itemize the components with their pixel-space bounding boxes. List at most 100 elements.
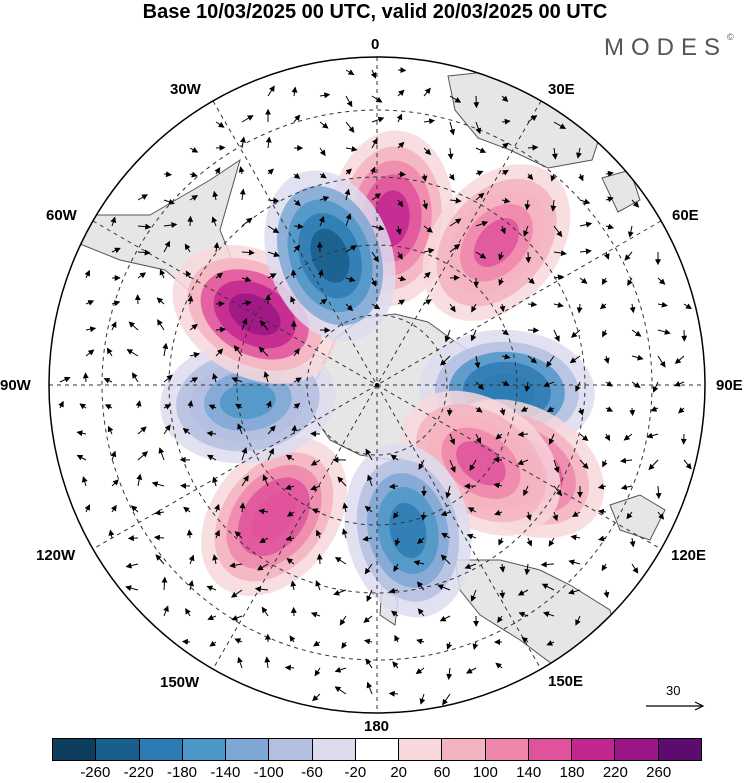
- wind-arrow: [576, 147, 582, 159]
- wind-arrow: [466, 667, 477, 674]
- colorbar-ticks: -260 -220 -180 -140 -100 -60 -20 20 60 100 140 180 2…: [0, 764, 750, 783]
- wind-arrow: [285, 535, 295, 542]
- wind-arrow: [188, 554, 195, 565]
- wind-arrow: [261, 606, 269, 617]
- wind-arrow: [624, 251, 633, 261]
- wind-arrow: [82, 372, 89, 383]
- wind-arrow: [475, 192, 485, 201]
- wind-arrow: [189, 147, 199, 153]
- wind-arrow: [310, 459, 321, 466]
- wind-arrow: [527, 173, 534, 181]
- wind-arrow: [397, 141, 405, 149]
- wind-arrow: [182, 427, 191, 435]
- wind-arrow: [683, 303, 692, 310]
- wind-arrow: [471, 303, 477, 313]
- wind-arrow: [259, 537, 269, 543]
- wind-arrow: [620, 457, 633, 464]
- wind-arrow: [258, 508, 269, 515]
- wind-arrow: [241, 217, 253, 227]
- wind-arrow: [214, 503, 220, 513]
- wind-arrow: [626, 511, 633, 520]
- wind-arrow: [397, 171, 406, 178]
- wind-arrow: [449, 197, 462, 204]
- wind-arrow: [366, 589, 373, 602]
- wind-arrow: [570, 329, 581, 338]
- colorbar-segment: [312, 739, 356, 760]
- wind-arrow: [500, 225, 506, 235]
- wind-arrow: [449, 95, 462, 103]
- wind-arrow: [631, 381, 641, 388]
- wind-arrow: [553, 274, 564, 281]
- wind-arrow: [475, 170, 484, 177]
- wind-arrow: [526, 537, 533, 547]
- wind-arrow: [125, 585, 139, 592]
- wind-arrow: [521, 636, 529, 644]
- wind-arrow: [603, 589, 610, 599]
- wind-arrow: [341, 528, 348, 539]
- wind-arrow: [365, 658, 373, 669]
- lon-label-60w: 60W: [46, 207, 77, 224]
- wind-arrow: [371, 116, 385, 123]
- wind-arrow: [464, 563, 477, 570]
- wind-arrow: [365, 448, 373, 461]
- wind-arrow: [601, 563, 608, 572]
- wind-arrow: [370, 69, 377, 79]
- colorbar-tick-label: 20: [390, 764, 407, 781]
- wind-arrow: [189, 323, 198, 331]
- wind-arrow: [546, 640, 555, 646]
- wind-arrow: [286, 510, 295, 517]
- wind-arrow: [345, 121, 355, 133]
- wind-arrow: [85, 349, 95, 357]
- wind-arrow: [501, 118, 511, 125]
- colorbar-segment: [226, 739, 270, 760]
- lon-label-150w: 150W: [160, 674, 200, 691]
- wind-arrow: [603, 355, 610, 365]
- wind-arrow: [646, 432, 659, 439]
- wind-arrow: [313, 640, 321, 647]
- wind-arrow: [597, 483, 607, 490]
- wind-arrow: [241, 317, 248, 331]
- wind-arrow: [319, 121, 329, 129]
- wind-arrow: [293, 114, 301, 123]
- wind-arrow: [441, 532, 451, 539]
- wind-arrow: [501, 142, 509, 149]
- wind-arrow: [498, 277, 504, 286]
- wind-arrow: [495, 662, 503, 669]
- wind-arrow: [186, 529, 193, 539]
- wind-arrow: [397, 199, 404, 208]
- wind-arrow: [470, 589, 477, 602]
- wind-arrow: [397, 299, 406, 306]
- wind-arrow: [125, 562, 139, 569]
- wind-arrow: [423, 225, 434, 233]
- colorbar-tick-label: -140: [210, 764, 241, 781]
- wind-arrow: [657, 328, 671, 335]
- wind-arrow: [527, 301, 538, 308]
- wind-arrow: [648, 459, 659, 471]
- wind-arrow: [212, 554, 219, 565]
- wind-arrow: [213, 242, 220, 253]
- wind-arrow: [267, 85, 275, 97]
- wind-arrow: [76, 454, 87, 461]
- wind-arrow: [364, 563, 373, 575]
- colorbar-segment: [182, 739, 227, 760]
- wind-arrow: [395, 225, 402, 236]
- wind-arrow: [345, 213, 352, 227]
- wind-arrow: [231, 377, 243, 383]
- lon-label-0: 0: [371, 36, 380, 53]
- wind-arrow: [553, 250, 567, 257]
- wind-arrow: [575, 381, 581, 392]
- wind-arrow: [241, 249, 255, 256]
- wind-arrow: [185, 607, 191, 617]
- wind-arrow: [527, 144, 539, 151]
- wind-arrow: [233, 345, 243, 357]
- wind-arrow: [470, 329, 477, 342]
- wind-arrow: [234, 531, 243, 539]
- wind-arrow: [254, 586, 269, 593]
- wind-arrow: [241, 447, 248, 461]
- wind-arrow: [421, 173, 428, 182]
- wind-arrow: [84, 269, 90, 279]
- colorbar-segment: [399, 739, 443, 760]
- wind-arrow: [311, 508, 321, 514]
- wind-arrow: [159, 268, 166, 279]
- wind-arrow: [543, 381, 555, 387]
